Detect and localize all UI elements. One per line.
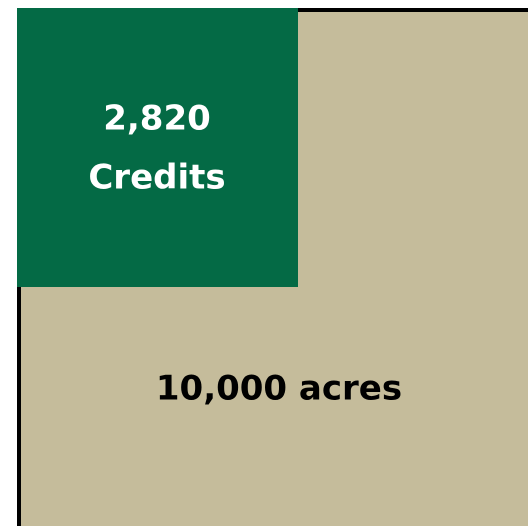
inner-value: 2,820 [103,99,211,139]
outer-label: 10,000 acres [156,369,402,409]
inner-box [17,8,298,287]
inner-label: Credits [88,158,225,198]
